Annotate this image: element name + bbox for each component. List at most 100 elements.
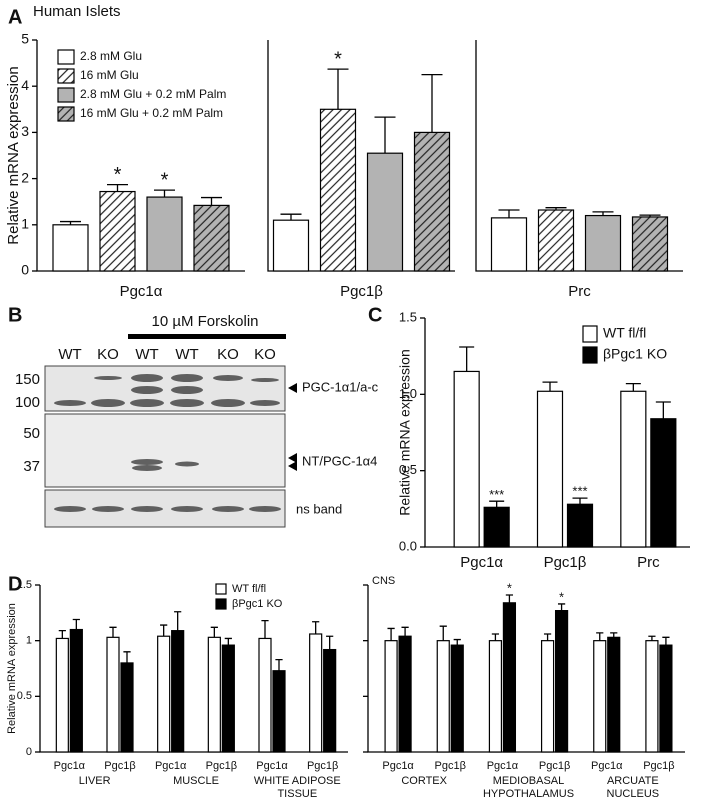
legend-swatch	[57, 49, 75, 65]
error-bar	[201, 196, 222, 206]
x-tick-label: Pgc1β	[435, 760, 466, 772]
bar	[450, 644, 464, 753]
panel-label: B	[8, 304, 22, 326]
error-bar	[625, 382, 641, 392]
error-bar	[160, 624, 168, 637]
bar	[157, 635, 171, 753]
y-axis-label: Relative mRNA expression	[397, 349, 413, 516]
y-tick-label: 0.0	[399, 538, 417, 553]
bar	[106, 636, 120, 753]
axis-line	[367, 585, 685, 753]
legend-label: 2.8 mM Glu + 0.2 mM Palm	[80, 87, 226, 101]
blot-bands	[54, 374, 281, 512]
error-bar	[210, 626, 218, 638]
error-bar	[459, 346, 475, 372]
legend-label: βPgc1 KO	[603, 346, 667, 362]
error-bar	[174, 611, 182, 631]
legend-label: 2.8 mM Glu	[80, 49, 142, 63]
error-bar	[387, 627, 395, 641]
error-bar	[261, 619, 269, 639]
y-tick-label: 5	[21, 31, 29, 47]
y-axis-label: Relative mRNA expression	[5, 66, 22, 244]
x-tick-label: Pgc1β	[340, 283, 383, 300]
significance-mark: *	[334, 48, 342, 70]
legend-label: WT fl/fl	[603, 325, 646, 341]
y-tick-label: 1.5	[399, 309, 417, 324]
bar	[193, 204, 230, 272]
bar	[207, 636, 221, 753]
x-tick-label: Pgc1β	[104, 760, 135, 772]
lane-label: KO	[254, 346, 276, 363]
x-tick-label: Pgc1α	[54, 760, 86, 772]
marker-label: 100	[15, 394, 40, 411]
error-bar	[327, 68, 349, 110]
marker-label: 150	[15, 371, 40, 388]
error-bar	[572, 497, 588, 505]
bar	[384, 640, 398, 753]
error-bar	[107, 183, 128, 192]
x-tick-label: Pgc1β	[307, 760, 338, 772]
chart-title: Human Islets	[33, 3, 121, 20]
error-bar	[58, 629, 66, 639]
error-bar	[154, 189, 175, 198]
lane-label: KO	[217, 346, 239, 363]
x-tick-label: Pgc1α	[155, 760, 187, 772]
bar	[537, 209, 575, 272]
legend-swatch	[57, 106, 75, 122]
error-bar	[610, 632, 618, 638]
error-bar	[374, 116, 396, 154]
y-axis-label: Relative mRNA expression	[6, 603, 18, 734]
x-tick-label: Pgc1α	[460, 554, 503, 571]
x-tick-label: Prc	[568, 283, 591, 300]
x-tick-label: Pgc1β	[539, 760, 570, 772]
treatment-label: 10 µM Forskolin	[151, 313, 258, 330]
group-label: MUSCLE	[173, 775, 219, 787]
significance-mark: *	[114, 164, 122, 186]
error-bar	[401, 626, 409, 637]
y-tick-label: 0.5	[17, 690, 32, 702]
bar	[272, 670, 286, 753]
x-tick-label: Pgc1β	[643, 760, 674, 772]
error-bar	[123, 651, 131, 663]
bar	[620, 390, 647, 548]
bar	[536, 390, 564, 548]
error-bar	[439, 625, 447, 641]
error-bar	[543, 633, 552, 641]
y-tick-label: 1.0	[399, 386, 417, 401]
error-bar	[326, 635, 334, 650]
error-bar	[109, 626, 117, 638]
bar	[453, 370, 480, 548]
x-tick-label: Pgc1α	[382, 760, 414, 772]
y-tick-label: 4	[21, 77, 29, 93]
error-bar	[557, 603, 566, 611]
bar	[120, 662, 134, 753]
error-bar	[596, 632, 604, 641]
marker-label: 37	[23, 458, 40, 475]
bar	[490, 217, 528, 272]
lane-label: WT	[58, 346, 81, 363]
group-label: HYPOTHALAMUS	[483, 788, 574, 800]
error-bar	[224, 637, 232, 646]
group-label: LIVER	[79, 775, 111, 787]
bar	[366, 152, 404, 272]
group-label: TISSUE	[277, 788, 317, 800]
legend-swatch	[582, 325, 598, 343]
bar	[146, 196, 183, 272]
bar	[258, 637, 272, 753]
y-tick-label: 3	[21, 123, 29, 139]
legend-swatch	[57, 68, 75, 84]
x-tick-label: Pgc1α	[256, 760, 288, 772]
error-bar	[639, 214, 661, 217]
band-label: PGC-1α1/a-c	[302, 379, 379, 394]
group-label: MEDIOBASAL	[493, 775, 565, 787]
error-bar	[72, 618, 80, 630]
bar	[52, 224, 89, 272]
y-tick-label: 2	[21, 169, 29, 185]
bar	[483, 506, 510, 548]
significance-mark: *	[559, 590, 564, 605]
legend-swatch	[582, 346, 598, 364]
bar	[221, 644, 235, 753]
y-tick-label: 1.5	[17, 579, 32, 591]
band-label: ns band	[296, 501, 342, 516]
legend-label: βPgc1 KO	[232, 598, 283, 610]
